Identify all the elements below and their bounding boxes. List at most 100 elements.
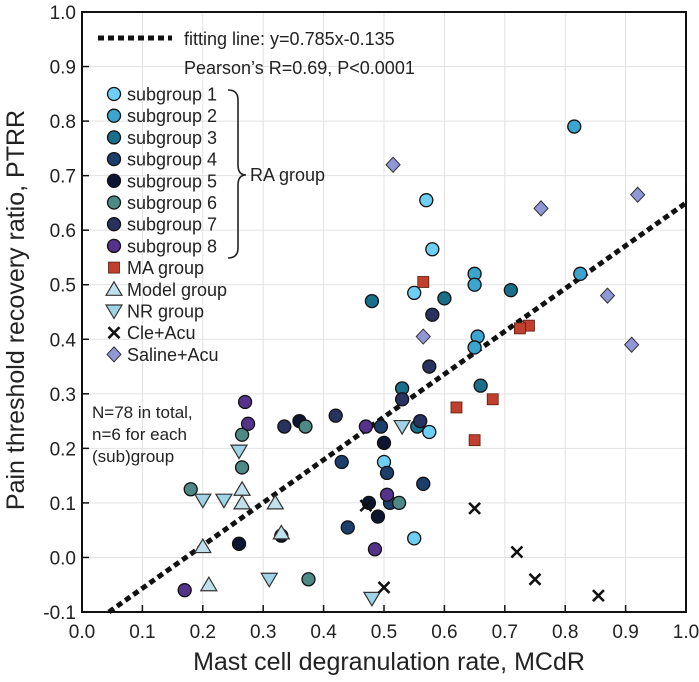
series-subgroup-6 [183, 419, 407, 587]
data-point [385, 156, 401, 173]
legend-entry-label: subgroup 7 [127, 215, 217, 235]
legend-entry-label: Model group [127, 280, 227, 300]
legend-marker [107, 326, 121, 340]
data-point [417, 276, 430, 288]
y-tick-label: 0.7 [50, 167, 76, 188]
data-point [468, 501, 482, 515]
data-point [419, 193, 434, 208]
series-saline-acu [385, 156, 646, 353]
legend-marker [106, 217, 122, 232]
y-tick-label: 0.1 [50, 494, 76, 515]
legend-entry-label: NR group [127, 302, 204, 322]
data-point [623, 336, 640, 353]
data-point [486, 393, 499, 406]
data-point [533, 200, 549, 217]
y-tick-label: 1.0 [50, 3, 76, 24]
x-tick-label: 0.0 [69, 622, 95, 643]
data-point [415, 328, 431, 345]
series-subgroup-7 [277, 307, 440, 434]
legend-entry-label: Saline+Acu [127, 345, 219, 365]
data-point [272, 524, 291, 540]
data-point [260, 572, 279, 588]
x-tick-label: 0.4 [310, 622, 337, 643]
data-point [340, 520, 355, 535]
data-point [573, 266, 588, 281]
data-point [592, 589, 605, 603]
data-point [379, 487, 395, 502]
data-point [233, 480, 252, 496]
data-point [373, 419, 389, 434]
note-line-1: N=78 in total, [92, 403, 193, 422]
data-point [298, 419, 313, 434]
y-axis-label: Pain threshold recovery ratio, PTRR [2, 110, 30, 510]
x-tick-label: 0.8 [552, 622, 578, 643]
x-tick-label: 0.9 [612, 622, 638, 643]
series-cle-acu [359, 499, 605, 603]
legend-marker [106, 346, 122, 363]
x-tick-label: 1.0 [673, 622, 699, 643]
data-point [437, 291, 452, 306]
data-point [422, 359, 437, 374]
ra-group-label: RA group [250, 165, 325, 185]
axis-ticks: 0.0 0.1 0.2 0.3 0.4 0.5 0.6 0.7 0.8 0.9 1.0-0.10.0… [43, 3, 699, 643]
data-point [377, 581, 391, 594]
legend-entry-label: subgroup 8 [127, 236, 217, 256]
legend-entry-label: subgroup 6 [127, 193, 217, 213]
x-axis-label: Mast cell degranulation rate, MCdR [193, 648, 585, 676]
legend-marker [106, 86, 122, 102]
data-point [425, 242, 440, 257]
data-point [510, 545, 524, 559]
data-point [467, 277, 482, 292]
data-point [193, 537, 212, 554]
data-point [214, 493, 233, 509]
data-point [528, 572, 542, 586]
data-point [370, 509, 386, 524]
data-point [407, 531, 422, 546]
series-ma-group [417, 276, 535, 447]
y-tick-label: 0.2 [50, 439, 76, 460]
data-point [379, 465, 395, 481]
x-tick-label: 0.5 [371, 622, 397, 643]
y-tick-label: 0.6 [50, 221, 76, 242]
series-subgroup-5 [231, 413, 392, 551]
fit-line [107, 200, 688, 615]
data-point [234, 460, 250, 475]
data-point [266, 494, 285, 510]
x-tick-label: 0.3 [250, 622, 276, 643]
data-point [364, 293, 380, 309]
data-point [394, 392, 410, 407]
y-tick-label: -0.1 [43, 603, 76, 624]
legend-entry-label: subgroup 3 [127, 128, 217, 148]
series-subgroup-8 [177, 394, 395, 598]
note-line-3: (sub)group [92, 447, 174, 466]
legend-entry-label: subgroup 1 [127, 85, 217, 105]
data-point [237, 394, 253, 410]
data-point [391, 495, 407, 511]
data-point [229, 444, 249, 460]
data-point [473, 378, 488, 393]
data-point [240, 416, 256, 431]
data-point [193, 493, 212, 509]
data-point [393, 419, 412, 436]
data-point [177, 583, 192, 598]
legend-marker [106, 130, 122, 145]
data-point [362, 591, 381, 608]
data-point [599, 287, 616, 304]
x-tick-label: 0.2 [190, 622, 216, 643]
data-point [425, 307, 440, 322]
data-point [629, 186, 646, 203]
data-points [177, 119, 646, 608]
series-subgroup-2 [467, 119, 588, 355]
legend-entry-label: subgroup 2 [127, 106, 217, 126]
data-point [514, 322, 526, 335]
data-point [301, 572, 316, 587]
data-point [416, 476, 431, 491]
ra-group-brace [227, 89, 247, 259]
data-point [467, 340, 482, 355]
data-point [334, 454, 349, 470]
legend-fit-label: fitting line: y=0.785x-0.135 [184, 29, 395, 49]
legend-marker [106, 238, 122, 254]
data-point [328, 408, 343, 423]
series-subgroup-1 [376, 193, 440, 546]
